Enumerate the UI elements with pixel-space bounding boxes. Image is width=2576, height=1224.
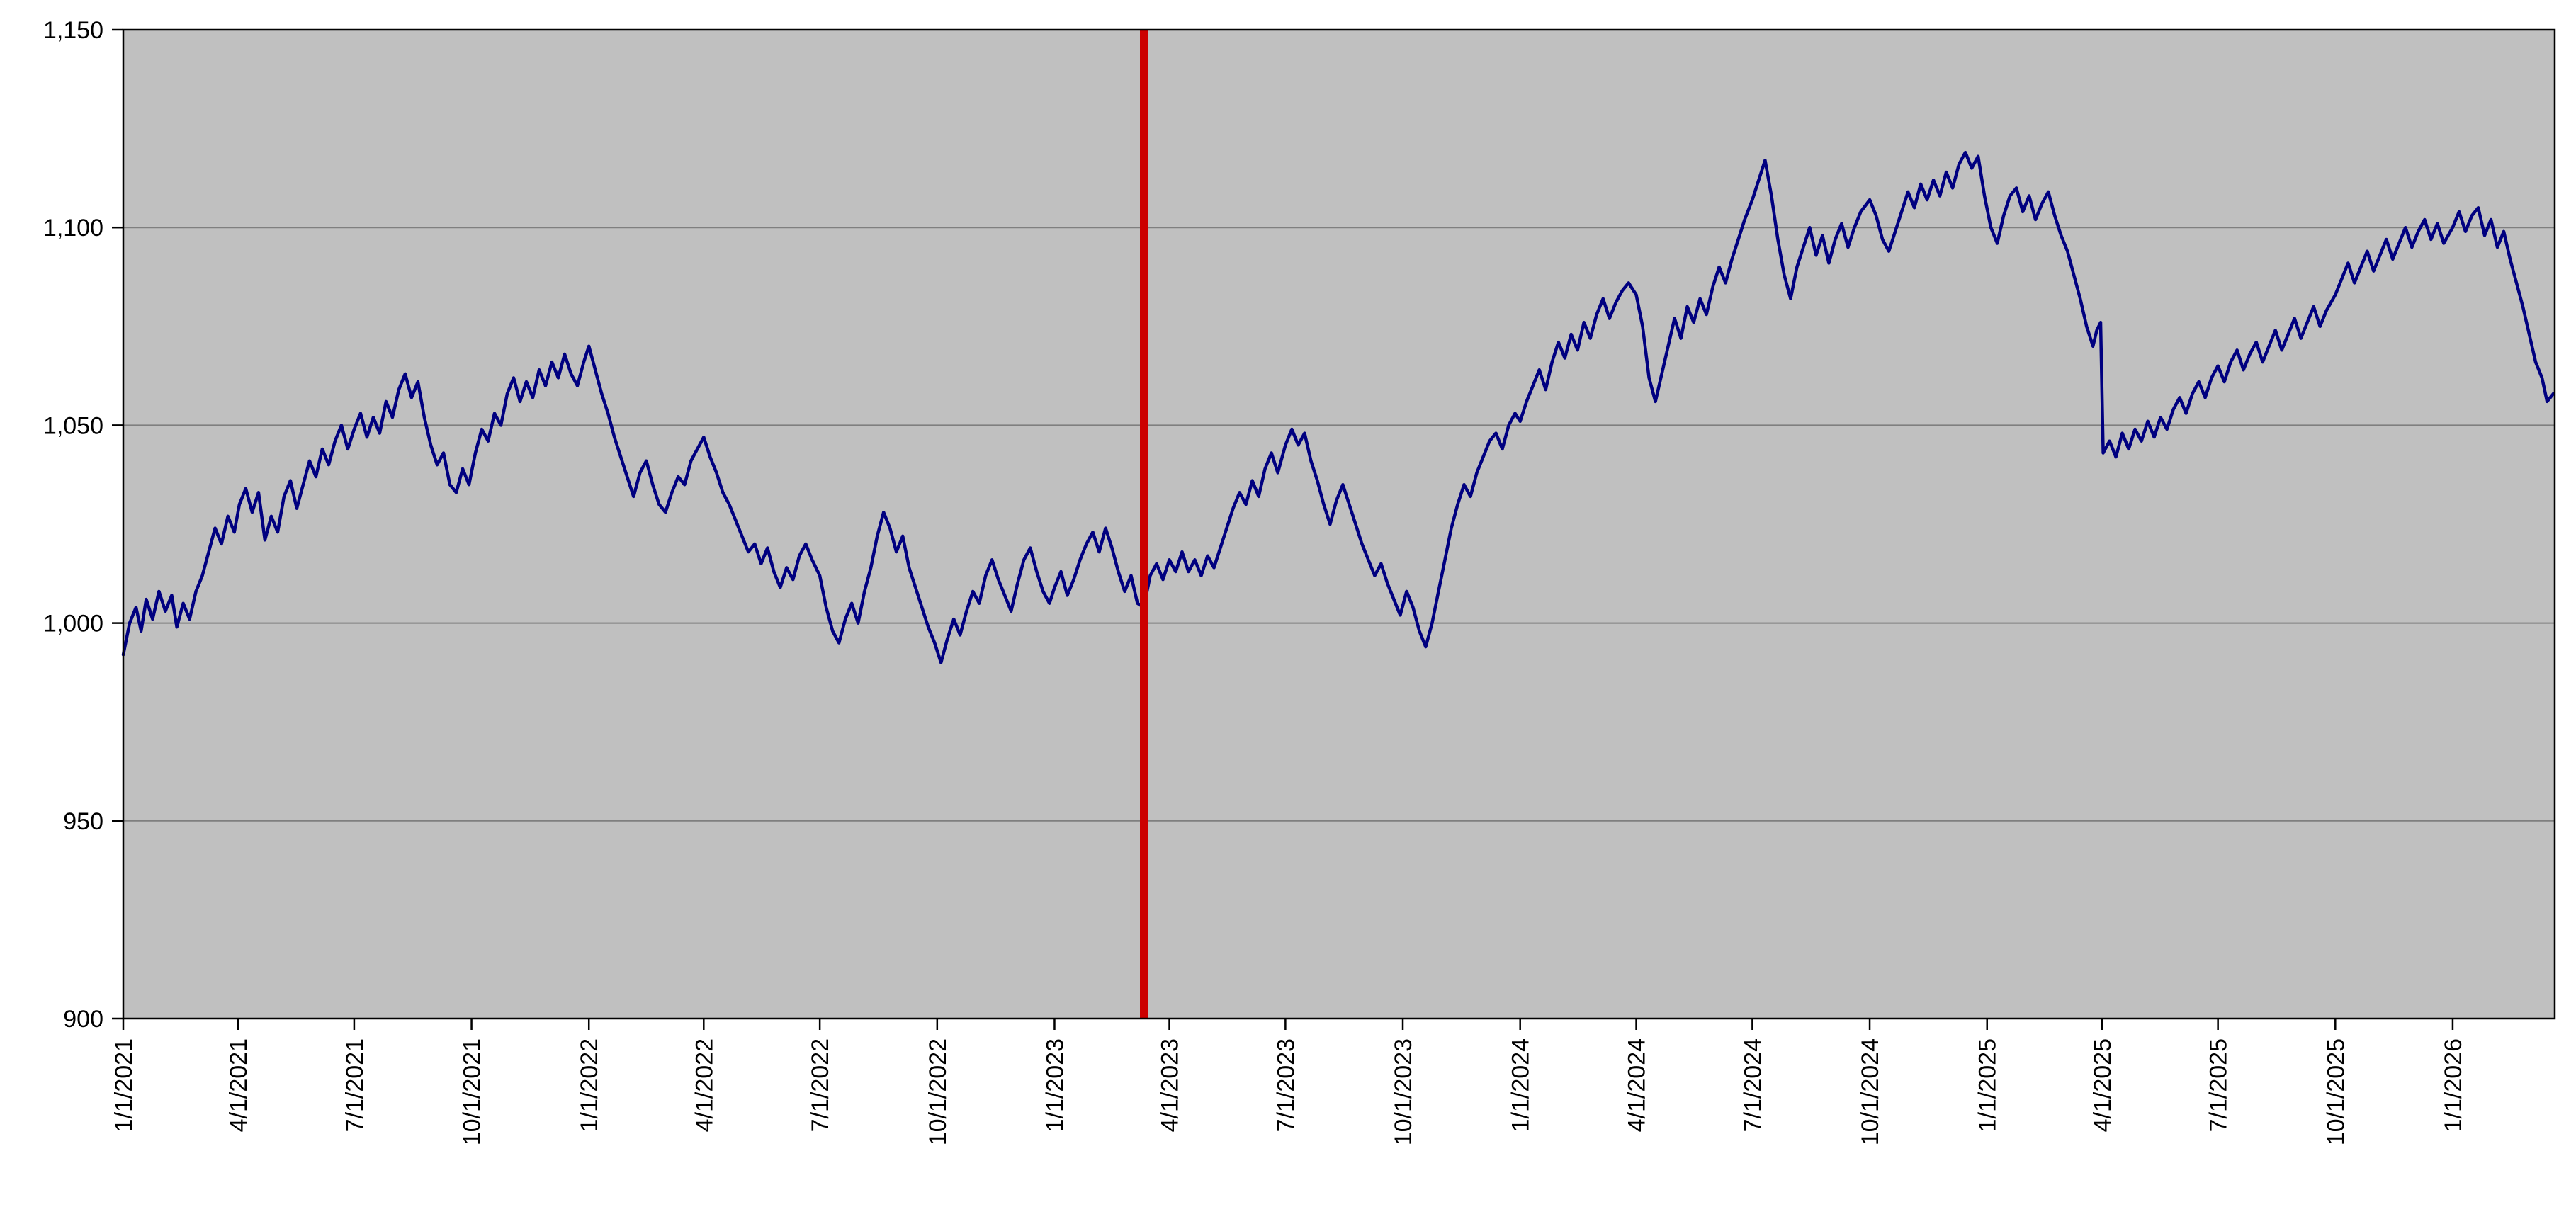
x-tick-label: 4/1/2025 bbox=[2089, 1038, 2116, 1132]
x-tick-label: 7/1/2025 bbox=[2205, 1038, 2232, 1132]
x-tick-label: 10/1/2022 bbox=[925, 1038, 951, 1145]
x-tick-label: 1/1/2022 bbox=[576, 1038, 603, 1132]
x-tick-label: 10/1/2021 bbox=[459, 1038, 486, 1145]
series-line bbox=[121, 150, 2555, 664]
x-tick-label: 1/1/2023 bbox=[1041, 1038, 1068, 1132]
x-tick-label: 4/1/2024 bbox=[1624, 1038, 1651, 1132]
x-tick-label: 7/1/2023 bbox=[1272, 1038, 1299, 1132]
x-tick-label: 1/1/2026 bbox=[2440, 1038, 2467, 1132]
x-tick-label: 1/1/2021 bbox=[111, 1038, 137, 1132]
plot-border bbox=[122, 28, 2556, 1020]
x-tick-label: 10/1/2025 bbox=[2322, 1038, 2349, 1145]
x-tick-label: 7/1/2022 bbox=[807, 1038, 834, 1132]
x-tick-label: 7/1/2021 bbox=[341, 1038, 368, 1132]
y-tick-label: 1,100 bbox=[43, 215, 103, 242]
y-tick-label: 1,150 bbox=[43, 17, 103, 44]
y-tick-label: 1,050 bbox=[43, 412, 103, 439]
x-tick-label: 4/1/2023 bbox=[1157, 1038, 1184, 1132]
plot-area bbox=[123, 30, 2555, 1019]
y-tick-label: 1,000 bbox=[43, 611, 103, 638]
x-tick-label: 4/1/2022 bbox=[691, 1038, 718, 1132]
x-tick-label: 10/1/2024 bbox=[1857, 1038, 1884, 1145]
x-tick-label: 10/1/2023 bbox=[1390, 1038, 1417, 1145]
y-tick-label: 900 bbox=[63, 1006, 103, 1033]
x-tick-label: 1/1/2025 bbox=[1975, 1038, 2001, 1132]
y-axis: 900 950 1,000 1,050 1,100 1,150 bbox=[43, 17, 123, 1033]
x-tick-label: 7/1/2024 bbox=[1739, 1038, 1766, 1132]
x-axis: 1/1/2021 4/1/2021 7/1/2021 10/1/2021 1/1/202… bbox=[111, 1019, 2467, 1145]
y-tick-label: 950 bbox=[63, 808, 103, 835]
x-tick-label: 4/1/2021 bbox=[225, 1038, 252, 1132]
x-tick-label: 1/1/2024 bbox=[1508, 1038, 1535, 1132]
